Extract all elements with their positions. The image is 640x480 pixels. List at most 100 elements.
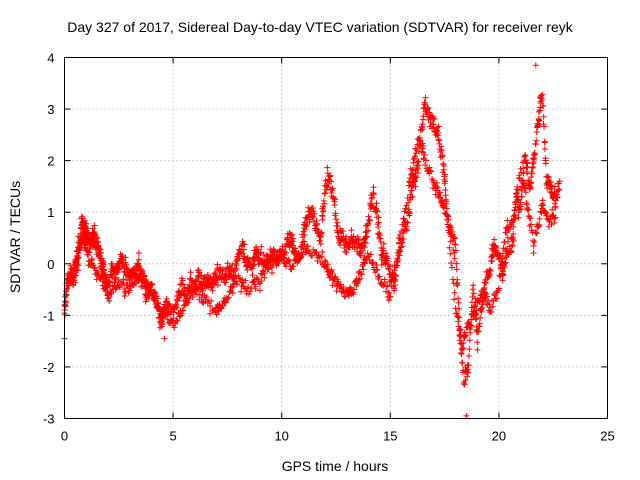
data-point bbox=[375, 219, 382, 226]
data-point bbox=[419, 126, 426, 133]
data-point bbox=[396, 231, 403, 238]
data-point bbox=[337, 281, 344, 288]
data-point bbox=[409, 193, 416, 200]
data-point bbox=[144, 280, 151, 287]
data-point bbox=[528, 170, 535, 177]
data-point bbox=[462, 332, 469, 339]
data-point bbox=[197, 287, 204, 294]
data-point bbox=[173, 317, 180, 324]
data-point bbox=[283, 249, 290, 256]
data-point bbox=[254, 276, 261, 283]
data-point bbox=[434, 184, 441, 191]
data-point bbox=[533, 230, 540, 237]
data-point bbox=[520, 165, 527, 172]
data-point bbox=[451, 235, 458, 242]
data-point bbox=[111, 278, 118, 285]
data-point bbox=[373, 262, 380, 269]
data-point bbox=[428, 168, 435, 175]
data-point bbox=[370, 191, 377, 198]
data-point bbox=[233, 278, 240, 285]
data-point bbox=[264, 266, 271, 273]
data-point bbox=[457, 326, 464, 333]
data-point bbox=[326, 274, 333, 281]
outlier-point bbox=[532, 62, 539, 69]
data-point bbox=[539, 91, 546, 98]
data-point bbox=[459, 359, 466, 366]
data-point bbox=[508, 249, 515, 256]
data-point bbox=[549, 206, 556, 213]
data-point bbox=[454, 313, 461, 320]
outlier-point bbox=[161, 335, 168, 342]
data-point bbox=[135, 262, 142, 269]
y-axis-label: SDTVAR / TECUs bbox=[7, 181, 23, 293]
data-point bbox=[220, 266, 227, 273]
data-point bbox=[422, 157, 429, 164]
data-point bbox=[256, 280, 263, 287]
data-point bbox=[455, 299, 462, 306]
data-point bbox=[489, 303, 496, 310]
data-point bbox=[354, 233, 361, 240]
data-point bbox=[460, 345, 467, 352]
data-point bbox=[324, 261, 331, 268]
data-point bbox=[436, 189, 443, 196]
data-point bbox=[362, 234, 369, 241]
data-point bbox=[285, 257, 292, 264]
data-point bbox=[489, 251, 496, 258]
data-point bbox=[544, 173, 551, 180]
data-point bbox=[135, 250, 142, 257]
data-point bbox=[235, 272, 242, 279]
data-point bbox=[83, 239, 90, 246]
data-point bbox=[475, 328, 482, 335]
data-point bbox=[122, 254, 129, 261]
data-point bbox=[288, 266, 295, 273]
data-point bbox=[528, 221, 535, 228]
data-point bbox=[319, 249, 326, 256]
data-point bbox=[448, 260, 455, 267]
data-point bbox=[198, 294, 205, 301]
data-point bbox=[524, 159, 531, 166]
data-point bbox=[389, 276, 396, 283]
data-point bbox=[108, 271, 115, 278]
data-point bbox=[75, 254, 82, 261]
data-point bbox=[410, 159, 417, 166]
data-point bbox=[541, 145, 548, 152]
data-point bbox=[299, 231, 306, 238]
data-point bbox=[451, 255, 458, 262]
data-point bbox=[509, 217, 516, 224]
data-point bbox=[514, 193, 521, 200]
data-point bbox=[366, 217, 373, 224]
data-point bbox=[257, 249, 264, 256]
data-point bbox=[412, 183, 419, 190]
data-point bbox=[495, 285, 502, 292]
data-point bbox=[289, 231, 296, 238]
data-point bbox=[470, 282, 477, 289]
data-point bbox=[407, 171, 414, 178]
data-point bbox=[517, 165, 524, 172]
data-point bbox=[402, 205, 409, 212]
data-point bbox=[410, 156, 417, 163]
data-point bbox=[173, 304, 180, 311]
data-point bbox=[453, 310, 460, 317]
data-point bbox=[72, 279, 79, 286]
data-point bbox=[108, 289, 115, 296]
data-point bbox=[214, 282, 221, 289]
data-point bbox=[546, 179, 553, 186]
data-point bbox=[166, 300, 173, 307]
data-point bbox=[465, 362, 472, 369]
data-point bbox=[386, 293, 393, 300]
data-point bbox=[510, 213, 517, 220]
data-point bbox=[453, 280, 460, 287]
data-point bbox=[93, 276, 100, 283]
data-point bbox=[452, 241, 459, 248]
data-point bbox=[399, 221, 406, 228]
data-point bbox=[361, 244, 368, 251]
data-point bbox=[199, 299, 206, 306]
data-point bbox=[335, 278, 342, 285]
data-point bbox=[98, 273, 105, 280]
x-axis-label: GPS time / hours bbox=[282, 458, 389, 474]
data-point bbox=[468, 316, 475, 323]
data-point bbox=[260, 252, 267, 259]
data-point bbox=[384, 255, 391, 262]
data-point bbox=[128, 276, 135, 283]
data-point bbox=[385, 266, 392, 273]
